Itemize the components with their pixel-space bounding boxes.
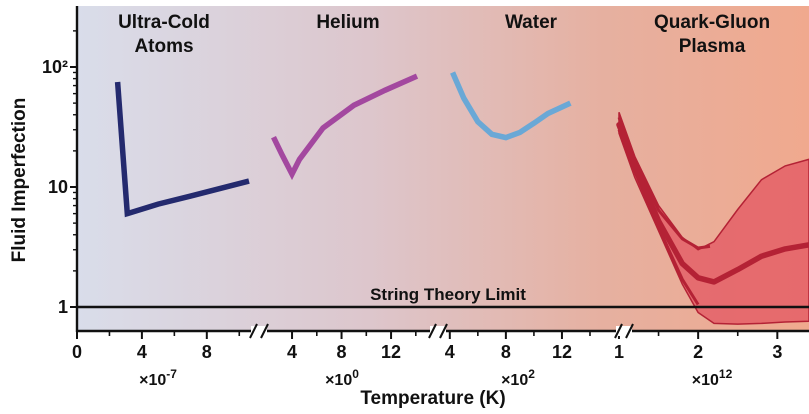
x-multiplier-label: ×1012: [692, 367, 733, 389]
panel-title: Plasma: [679, 36, 746, 57]
y-tick-label: 10²: [42, 57, 68, 77]
y-tick-label: 10: [48, 177, 68, 197]
x-tick-label: 3: [772, 342, 782, 362]
series-line-ultra-cold-atoms: [114, 81, 250, 218]
x-tick-label: 8: [337, 342, 347, 362]
axis-break-mark: [428, 323, 437, 339]
x-axis-label: Temperature (K): [360, 388, 505, 409]
x-tick-label: 12: [552, 342, 572, 362]
multiplier-exponent: 0: [352, 367, 359, 381]
x-tick-label: 0: [72, 342, 82, 362]
y-tick-label: 1: [58, 297, 68, 317]
x-tick-label: 4: [445, 342, 455, 362]
multiplier-exponent: 12: [719, 367, 733, 381]
axis-break-mark: [625, 323, 634, 339]
panel-1: [271, 73, 419, 181]
panel-title: Water: [505, 12, 558, 33]
panel-title: Helium: [316, 12, 379, 33]
x-tick-label: 2: [693, 342, 703, 362]
x-tick-label: 8: [501, 342, 511, 362]
x-tick-label: 12: [381, 342, 401, 362]
multiplier-base: ×10: [692, 372, 719, 389]
x-tick-label: 1: [614, 342, 624, 362]
axis-break-gap: [616, 326, 632, 336]
panel-title: Atoms: [134, 36, 193, 57]
panel-title: Quark-Gluon: [654, 12, 770, 33]
multiplier-exponent: 2: [528, 367, 535, 381]
axis-break-mark: [439, 323, 448, 339]
panel-3: [616, 111, 809, 325]
panel-title: Ultra-Cold: [118, 12, 210, 33]
series-center-line: [616, 122, 809, 285]
axis-break-gap: [251, 326, 267, 336]
y-axis-label: Fluid Imperfection: [9, 98, 30, 263]
multiplier-base: ×10: [325, 372, 352, 389]
axis-break-mark: [614, 323, 623, 339]
x-tick-label: 4: [137, 342, 147, 362]
x-multiplier-label: ×10-7: [139, 367, 177, 389]
multiplier-exponent: -7: [166, 367, 177, 381]
string-theory-limit-label: String Theory Limit: [370, 285, 526, 304]
x-multiplier-label: ×100: [325, 367, 359, 389]
axis-break-mark: [260, 323, 269, 339]
x-tick-label: 8: [202, 342, 212, 362]
axis-break-gap: [430, 326, 446, 336]
x-tick-label: 4: [287, 342, 297, 362]
panel-2: [450, 71, 572, 141]
panel-0: [114, 81, 250, 218]
multiplier-base: ×10: [501, 372, 528, 389]
panels-layer: [114, 71, 809, 325]
x-multiplier-label: ×102: [501, 367, 535, 389]
multiplier-base: ×10: [139, 372, 166, 389]
series-line-helium: [271, 73, 419, 181]
axis-break-mark: [249, 323, 258, 339]
series-line-water: [450, 71, 572, 141]
